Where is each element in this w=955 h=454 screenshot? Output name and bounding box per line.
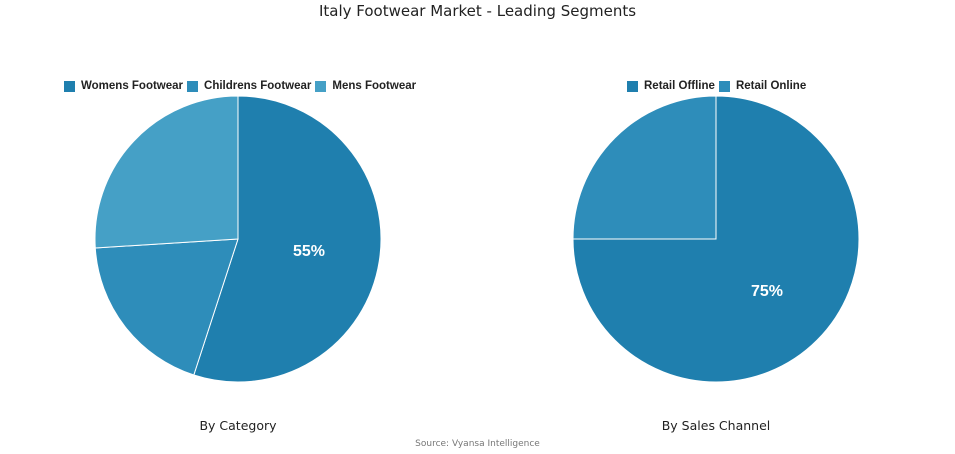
legend-label: Mens Footwear (332, 80, 417, 92)
channel-legend: Retail Offline Retail Online (627, 80, 810, 92)
pie-slice-retail-online (572, 95, 717, 240)
legend-swatch (718, 80, 730, 92)
legend-swatch (187, 80, 199, 92)
legend-swatch (64, 80, 75, 92)
legend-item-mens: Mens Footwear (315, 80, 416, 92)
womens-data-label: 55% (293, 243, 325, 260)
channel-pie (572, 95, 860, 383)
legend-swatch (315, 80, 327, 92)
legend-item-offline: Retail Offline (627, 80, 715, 92)
pie-slice-womens-footwear (193, 95, 382, 383)
channel-subtitle: By Sales Channel (661, 418, 771, 433)
category-pie (94, 95, 382, 383)
pie-slice-retail-offline (572, 95, 860, 383)
category-legend: Womens Footwear Childrens Footwear Mens … (64, 80, 420, 92)
pie-slice-mens-footwear (94, 95, 239, 249)
legend-label: Womens Footwear (81, 80, 184, 92)
legend-label: Childrens Footwear (204, 80, 312, 92)
legend-swatch (627, 80, 638, 92)
category-subtitle: By Category (199, 418, 277, 433)
legend-item-online: Retail Online (718, 80, 807, 92)
offline-data-label: 75% (751, 283, 783, 300)
legend-item-womens: Womens Footwear (64, 80, 183, 92)
legend-item-childrens: Childrens Footwear (187, 80, 311, 92)
legend-label: Retail Offline (644, 80, 715, 92)
pie-slice-childrens-footwear (94, 238, 239, 376)
legend-label: Retail Online (735, 80, 807, 92)
source-note: Source: Vyansa Intelligence (415, 439, 540, 449)
chart-title: Italy Footwear Market - Leading Segments (318, 2, 637, 20)
